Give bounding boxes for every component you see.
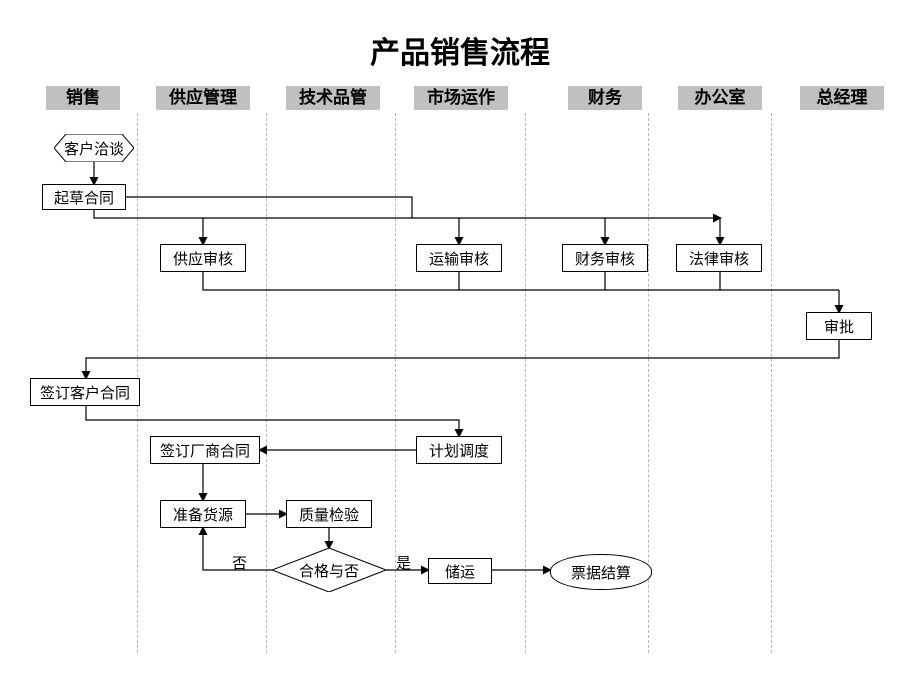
swimlane-divider-3: [525, 113, 526, 653]
n_supply_review: 供应审核: [160, 244, 246, 272]
edge-label-yes: 是: [396, 552, 411, 573]
n_finance_review: 财务审核: [562, 244, 648, 272]
swimlane-header-4: 财务: [568, 86, 642, 110]
swimlane-header-2: 技术品管: [286, 86, 380, 110]
edge-label-no: 否: [232, 552, 247, 573]
swimlane-header-1: 供应管理: [156, 86, 250, 110]
n_pass_or_not: 合格与否: [272, 548, 386, 592]
n_store_ship: 储运: [428, 558, 492, 584]
swimlane-header-6: 总经理: [800, 86, 884, 110]
n_plan_dispatch: 计划调度: [416, 436, 502, 464]
swimlane-divider-1: [266, 113, 267, 653]
edge-2: [94, 210, 720, 218]
n_sign_customer: 签订客户合同: [30, 378, 140, 406]
n_approve: 审批: [806, 312, 872, 340]
edge-12: [86, 340, 839, 378]
swimlane-divider-5: [771, 113, 772, 653]
n_legal_review: 法律审核: [676, 244, 762, 272]
edge-7: [203, 272, 839, 290]
n_quality_check: 质量检验: [286, 500, 372, 528]
n_prepare_goods: 准备货源: [160, 500, 246, 528]
swimlane-header-0: 销售: [46, 86, 120, 110]
edge-1: [126, 197, 412, 218]
n_transport_review: 运输审核: [416, 244, 502, 272]
swimlane-header-3: 市场运作: [414, 86, 508, 110]
swimlane-header-5: 办公室: [678, 86, 762, 110]
n_billing: 票据结算: [550, 554, 652, 590]
n_draft_contract: 起草合同: [42, 184, 126, 210]
n_sign_vendor: 签订厂商合同: [150, 436, 260, 464]
page-title: 产品销售流程: [0, 28, 920, 72]
n_customer_negotiate: 客户洽谈: [54, 134, 134, 162]
edge-13: [86, 406, 459, 436]
